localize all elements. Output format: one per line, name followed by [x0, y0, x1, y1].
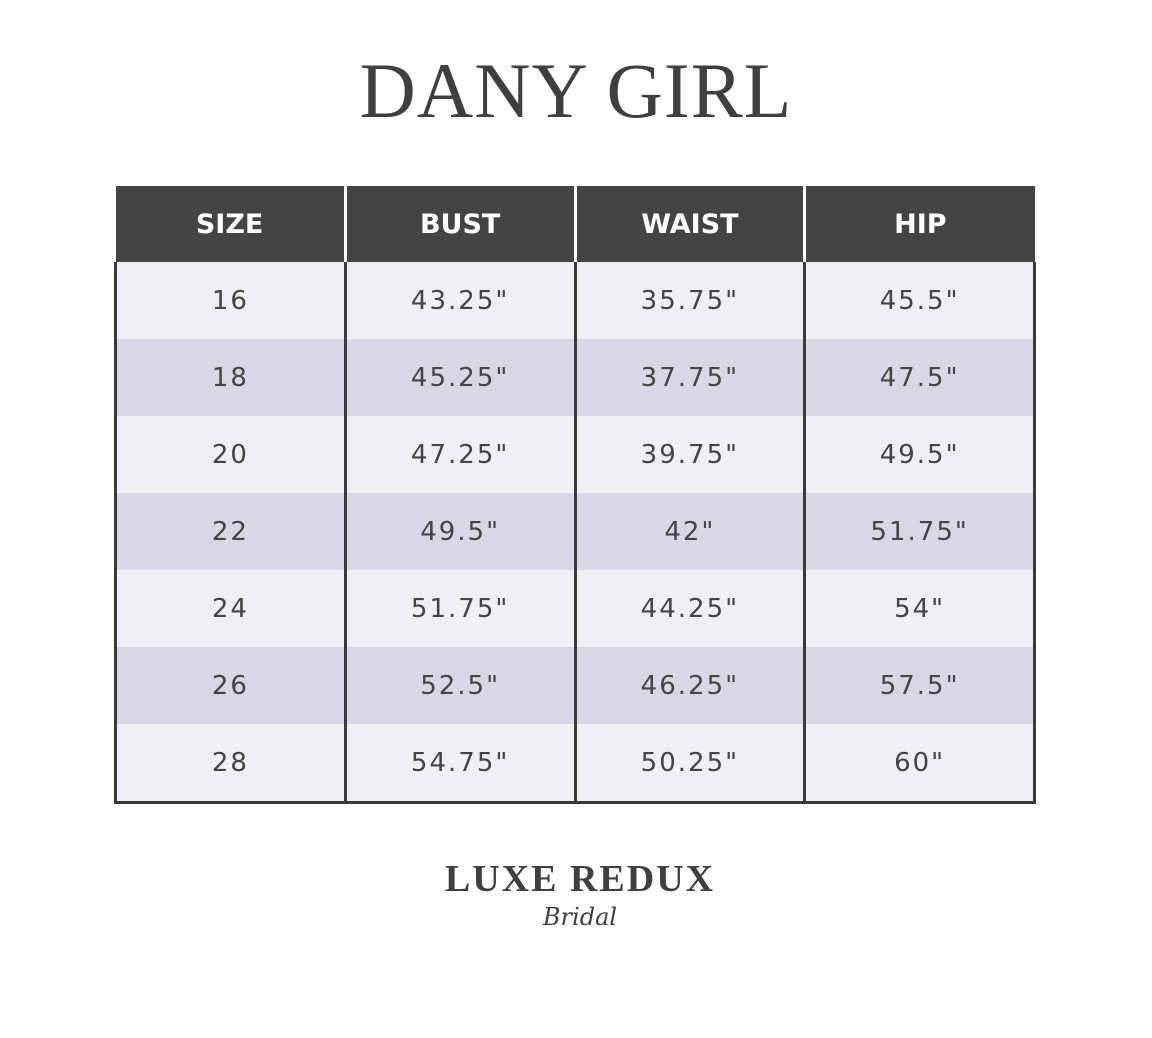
cell-waist: 42" [573, 493, 807, 570]
cell-size: 16 [114, 262, 347, 339]
table-row: 24 51.75" 44.25" 54" [114, 570, 1036, 647]
table-header-row: SIZE BUST WAIST HIP [115, 186, 1035, 262]
cell-size: 20 [114, 416, 347, 493]
cell-bust: 52.5" [343, 647, 577, 724]
table-row: 26 52.5" 46.25" 57.5" [114, 647, 1036, 724]
cell-size: 22 [114, 493, 347, 570]
brand-logo: LUXE REDUX Bridal [420, 858, 740, 932]
logo-main-text: LUXE REDUX [444, 858, 716, 900]
table-row: 22 49.5" 42" 51.75" [114, 493, 1036, 570]
cell-bust: 49.5" [343, 493, 577, 570]
cell-hip: 47.5" [803, 339, 1036, 416]
cell-hip: 57.5" [803, 647, 1036, 724]
cell-waist: 44.25" [573, 570, 807, 647]
cell-hip: 51.75" [803, 493, 1036, 570]
header-waist: WAIST [573, 186, 807, 262]
cell-size: 18 [114, 339, 347, 416]
header-bust: BUST [343, 186, 577, 262]
cell-bust: 54.75" [343, 724, 577, 804]
table-row: 16 43.25" 35.75" 45.5" [114, 262, 1036, 339]
cell-size: 24 [114, 570, 347, 647]
table-row: 20 47.25" 39.75" 49.5" [114, 416, 1036, 493]
cell-size: 28 [114, 724, 347, 804]
cell-waist: 37.75" [573, 339, 807, 416]
cell-bust: 45.25" [343, 339, 577, 416]
header-hip: HIP [803, 186, 1035, 262]
table-row: 18 45.25" 37.75" 47.5" [114, 339, 1036, 416]
table-row: 28 54.75" 50.25" 60" [114, 724, 1036, 804]
cell-hip: 54" [803, 570, 1036, 647]
cell-waist: 46.25" [573, 647, 807, 724]
cell-waist: 39.75" [573, 416, 807, 493]
cell-hip: 60" [803, 724, 1036, 804]
logo-sub-text: Bridal [542, 903, 618, 931]
cell-bust: 51.75" [343, 570, 577, 647]
cell-bust: 43.25" [343, 262, 577, 339]
size-chart-table: SIZE BUST WAIST HIP 16 43.25" 35.75" 45.5" 1… [114, 186, 1036, 804]
cell-bust: 47.25" [343, 416, 577, 493]
cell-size: 26 [114, 647, 347, 724]
cell-hip: 45.5" [803, 262, 1036, 339]
cell-waist: 50.25" [573, 724, 807, 804]
cell-hip: 49.5" [803, 416, 1036, 493]
cell-waist: 35.75" [573, 262, 807, 339]
header-size: SIZE [115, 186, 347, 262]
page-title: DANY GIRL [359, 47, 793, 134]
